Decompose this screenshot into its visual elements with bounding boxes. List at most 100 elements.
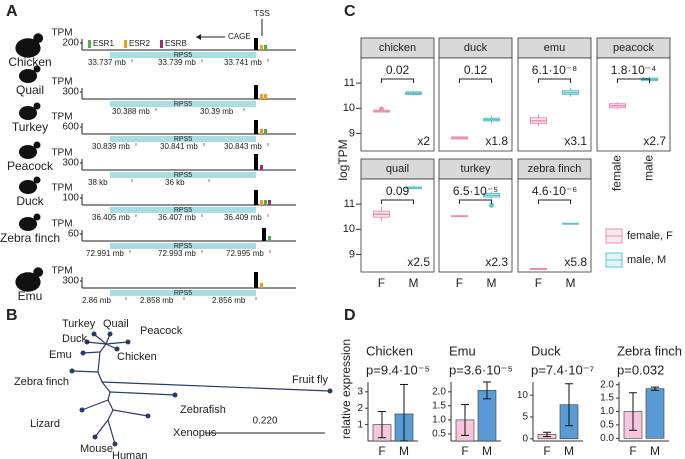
facet-panel bbox=[438, 57, 513, 152]
x-tick-label: M bbox=[566, 276, 576, 290]
tree-branch bbox=[101, 381, 331, 392]
legend-swatch bbox=[88, 40, 91, 48]
p-bracket bbox=[537, 78, 572, 83]
leaf-label: Xenopus bbox=[173, 427, 217, 439]
facet-panel bbox=[360, 57, 435, 152]
leaf-label: Turkey bbox=[62, 318, 96, 330]
y-tick-label: 1.0 bbox=[600, 406, 614, 417]
chart-title: Duck bbox=[531, 343, 561, 358]
axis-label: TPM bbox=[51, 219, 72, 230]
species-icon bbox=[19, 180, 37, 194]
tree-branch bbox=[97, 351, 101, 373]
legend-label: female, F bbox=[627, 230, 673, 242]
y-tick-label: 1.5 bbox=[600, 393, 614, 404]
species-label: Zebra finch bbox=[0, 231, 60, 245]
strip-title: peacock bbox=[613, 42, 654, 54]
gene-label: RPS5 bbox=[174, 290, 192, 297]
gene-label: RPS5 bbox=[174, 136, 192, 143]
cage-peak bbox=[254, 85, 258, 99]
coord-label: 36.409 mb bbox=[224, 213, 262, 222]
esr-site bbox=[264, 129, 267, 134]
y-tick-label: 10 bbox=[517, 390, 529, 401]
axis-label: TPM bbox=[51, 183, 72, 194]
esr-site bbox=[260, 283, 263, 288]
gene-body bbox=[110, 52, 256, 58]
y-tick-label: 1.0 bbox=[432, 415, 446, 426]
x-tick-label: F bbox=[629, 444, 636, 458]
p-label: p=3.6·10⁻⁵ bbox=[449, 362, 513, 377]
tree-leaf bbox=[80, 350, 86, 356]
p-bracket bbox=[458, 78, 493, 83]
p-bracket bbox=[616, 78, 651, 83]
species-icon bbox=[33, 65, 41, 73]
chart-title: Chicken bbox=[366, 343, 413, 358]
y-axis-label: logTPM bbox=[336, 139, 350, 180]
panel-label: D bbox=[344, 307, 356, 324]
outlier bbox=[378, 106, 384, 112]
tree-leaf bbox=[91, 331, 97, 337]
x-tick-label: F bbox=[378, 276, 385, 290]
tree-branch bbox=[81, 399, 109, 411]
species-icon bbox=[15, 38, 41, 58]
tree-branch bbox=[94, 419, 109, 438]
species-label: Emu bbox=[18, 289, 43, 303]
coord-label: 33.739 mb bbox=[158, 58, 196, 67]
y-axis-label: relative expression bbox=[339, 339, 353, 439]
tree-branch bbox=[97, 371, 103, 383]
coord-label: 30.843 mb bbox=[224, 142, 262, 151]
esr-site bbox=[260, 129, 263, 134]
strip-title: emu bbox=[544, 42, 565, 54]
species-icon bbox=[19, 106, 37, 120]
leaf-label: Mouse bbox=[80, 443, 113, 455]
x-tick-label: M bbox=[409, 276, 419, 290]
y-tick-label: 5 bbox=[522, 412, 528, 423]
legend-swatch bbox=[124, 40, 127, 48]
esr-site bbox=[264, 94, 267, 99]
species-icon bbox=[15, 272, 41, 292]
species-label: Chicken bbox=[8, 55, 51, 69]
tree-leaf bbox=[112, 441, 118, 447]
tree-leaf bbox=[145, 413, 151, 419]
coord-label: 30.388 mb bbox=[112, 107, 150, 116]
coord-label: 33.737 mb bbox=[88, 58, 126, 67]
fold-label: x3.1 bbox=[564, 134, 587, 148]
tree-branch bbox=[107, 391, 111, 401]
x-tick-label: M bbox=[399, 444, 409, 458]
tree-leaf bbox=[125, 339, 131, 345]
tree-leaf bbox=[69, 368, 75, 374]
tpm-tick: 60 bbox=[68, 229, 80, 240]
axis-label: TPM bbox=[51, 112, 72, 123]
y-tick-label: 2 bbox=[357, 403, 363, 414]
fold-label: x2.7 bbox=[643, 134, 666, 148]
p-label: p=7.4·10⁻⁷ bbox=[531, 362, 595, 377]
tree-leaf bbox=[172, 392, 178, 398]
species-icon bbox=[19, 145, 37, 159]
p-label: 0.09 bbox=[386, 184, 410, 198]
tree-leaf bbox=[79, 407, 85, 413]
esr-site bbox=[268, 200, 271, 205]
coord-label: 2.86 mb bbox=[82, 296, 111, 305]
p-bracket bbox=[537, 199, 572, 204]
p-label: p=0.032 bbox=[617, 362, 664, 377]
fold-label: x2.3 bbox=[485, 255, 508, 269]
gene-label: RPS5 bbox=[174, 172, 192, 179]
fold-label: x2.5 bbox=[407, 255, 430, 269]
x-tick-label: M bbox=[487, 276, 497, 290]
p-label: 4.6·10⁻⁶ bbox=[532, 184, 577, 198]
panel-label: C bbox=[344, 3, 356, 20]
tree-branch bbox=[107, 399, 114, 411]
gene-label: RPS5 bbox=[174, 52, 192, 59]
tree-branch bbox=[109, 391, 176, 396]
strip-title: quail bbox=[386, 163, 409, 175]
outlier bbox=[489, 202, 495, 208]
coord-label: 30.39 mb bbox=[200, 107, 234, 116]
y-tick-label: 0 bbox=[522, 433, 528, 444]
x-tick-label: F bbox=[543, 444, 550, 458]
facet-panel bbox=[360, 178, 435, 273]
cage-peak bbox=[254, 190, 258, 205]
p-label: 6.1·10⁻⁸ bbox=[532, 63, 577, 77]
species-icon bbox=[33, 267, 44, 278]
y-tick-label: 11 bbox=[344, 198, 355, 210]
leaf-label: Duck bbox=[62, 333, 88, 345]
y-tick-label: 11 bbox=[344, 77, 355, 89]
